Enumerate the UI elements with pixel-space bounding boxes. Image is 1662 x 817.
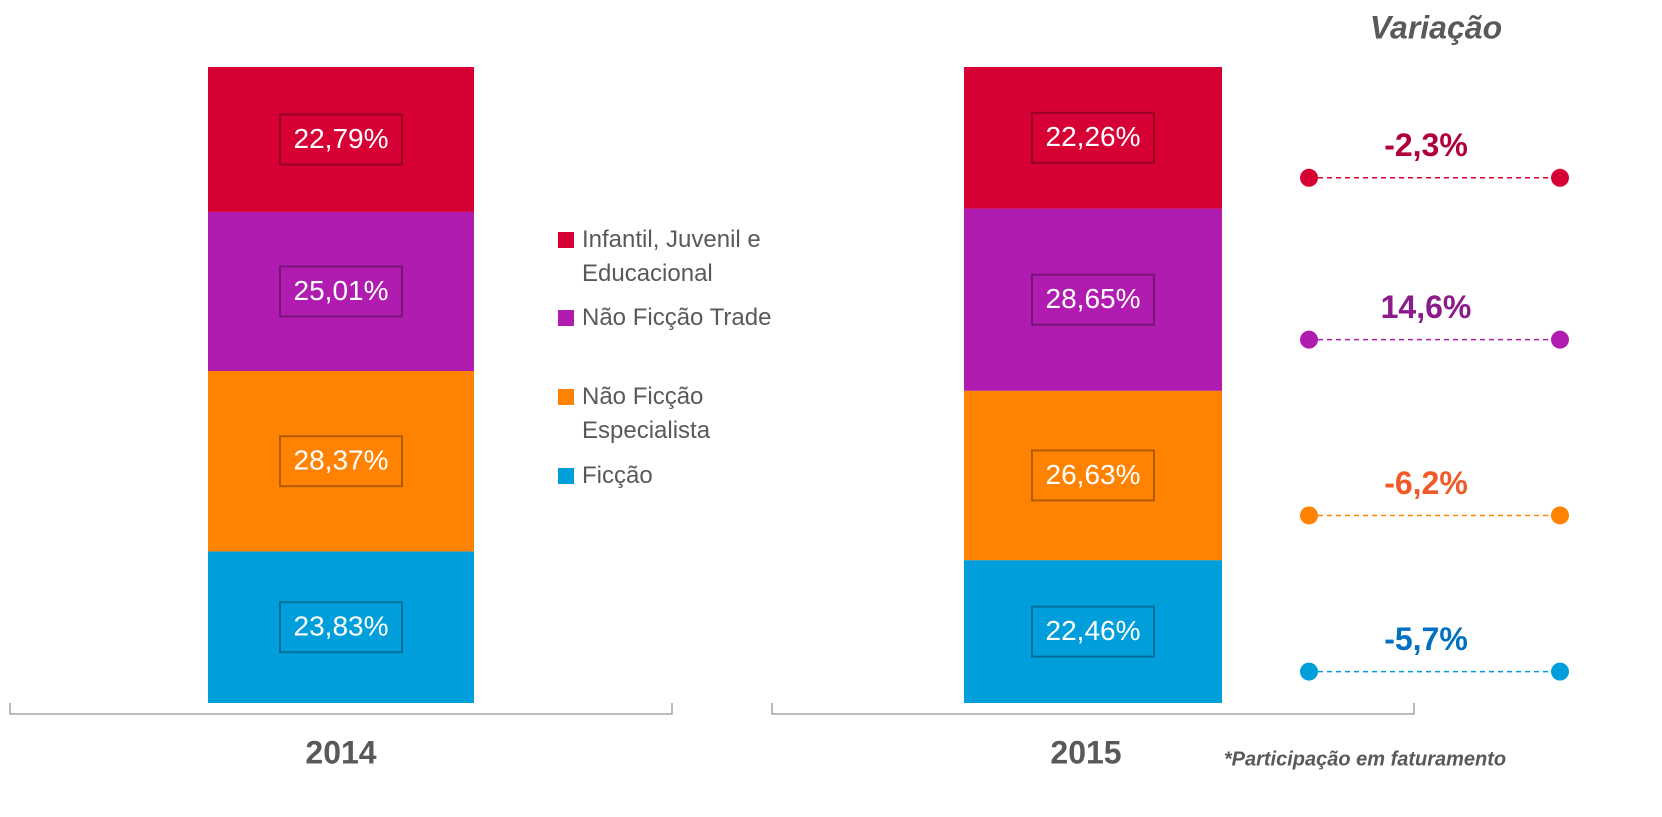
legend-item: Infantil, Juvenil e Educacional xyxy=(558,223,808,291)
variation-label: -6,2% xyxy=(1384,465,1468,501)
bar-segment xyxy=(964,208,1222,391)
label-box xyxy=(1031,605,1155,658)
variation-dot xyxy=(1551,662,1569,681)
legend-item: Não Ficção Trade xyxy=(558,301,808,335)
variation-label: 14,6% xyxy=(1381,289,1472,325)
value-label: 22,79% xyxy=(294,123,389,154)
axis-line xyxy=(771,703,1415,715)
variation-dot xyxy=(1551,506,1569,525)
legend-label: Não Ficção Trade xyxy=(582,304,772,331)
variation-label: -2,3% xyxy=(1384,127,1468,163)
variation-dot xyxy=(1300,330,1318,349)
variation-dot xyxy=(1300,168,1318,187)
bar-segment xyxy=(964,560,1222,703)
label-box xyxy=(279,435,403,488)
label-box xyxy=(1031,449,1155,502)
legend-label: Não Ficção Especialista xyxy=(582,383,711,444)
variation-dot xyxy=(1300,506,1318,525)
label-box xyxy=(279,265,403,318)
value-label: 28,37% xyxy=(294,445,389,476)
bar-segment xyxy=(964,390,1222,561)
bar-segment xyxy=(208,211,474,372)
legend-swatch xyxy=(558,232,574,248)
value-label: 26,63% xyxy=(1046,459,1141,490)
axis-line xyxy=(9,703,673,715)
legend-swatch xyxy=(558,389,574,405)
label-box xyxy=(1031,111,1155,164)
x-tick-label: 2015 xyxy=(1050,734,1121,770)
bar-segment xyxy=(964,67,1222,209)
label-box xyxy=(279,601,403,654)
footnote: *Participação em faturamento xyxy=(1224,748,1506,770)
bar-segment xyxy=(208,551,474,703)
value-label: 22,46% xyxy=(1046,615,1141,646)
legend-label: Infantil, Juvenil e Educacional xyxy=(582,226,761,287)
x-tick-label: 2014 xyxy=(305,734,376,770)
label-box xyxy=(1031,273,1155,326)
value-label: 23,83% xyxy=(294,611,389,642)
value-label: 28,65% xyxy=(1046,283,1141,314)
legend-item: Ficção xyxy=(558,459,808,493)
value-label: 22,26% xyxy=(1046,121,1141,152)
value-label: 25,01% xyxy=(294,275,389,306)
label-box xyxy=(279,113,403,166)
variation-dot xyxy=(1551,168,1569,187)
bar-segment xyxy=(208,371,474,552)
variation-title: Variação xyxy=(1370,9,1502,45)
legend-label: Ficção xyxy=(582,462,653,489)
legend-swatch xyxy=(558,310,574,326)
variation-dot xyxy=(1551,330,1569,349)
variation-label: -5,7% xyxy=(1384,621,1468,657)
legend-item: Não Ficção Especialista xyxy=(558,380,808,448)
bar-segment xyxy=(208,67,474,212)
legend-swatch xyxy=(558,468,574,484)
variation-dot xyxy=(1300,662,1318,681)
